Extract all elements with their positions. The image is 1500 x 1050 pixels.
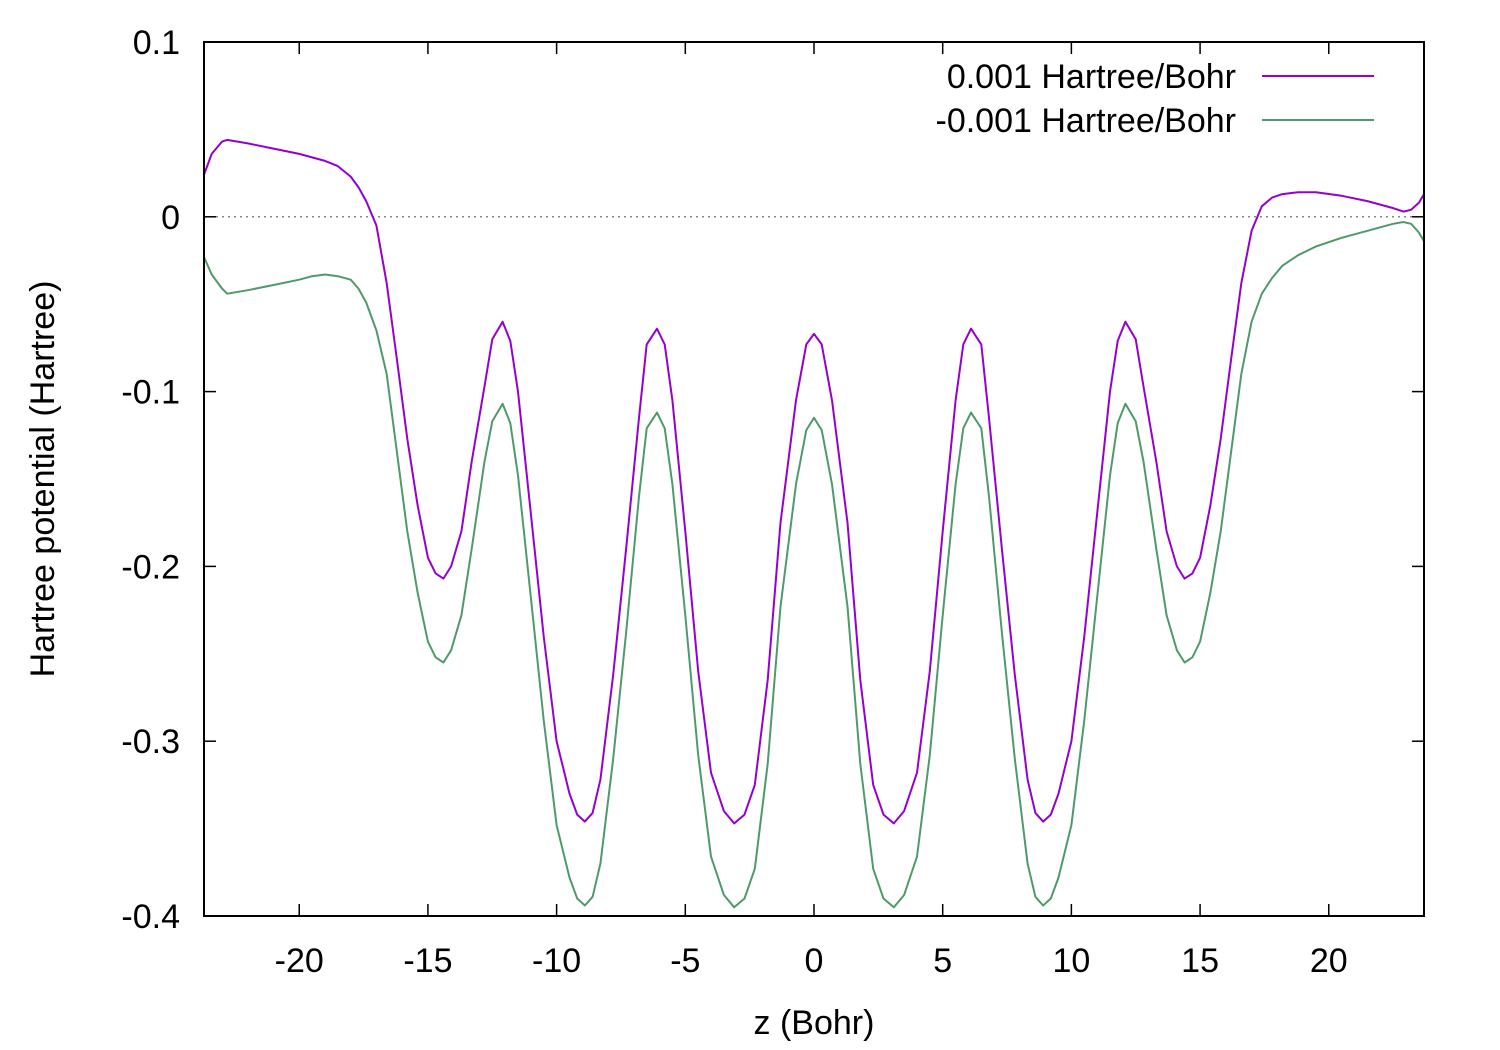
legend: 0.001 Hartree/Bohr -0.001 Hartree/Bohr: [936, 58, 1374, 140]
ticks-layer: [204, 41, 1424, 917]
plot-frame: [203, 41, 1425, 917]
y-tick-label: -0.3: [121, 723, 180, 761]
y-tick-label: 0.1: [133, 24, 180, 62]
y-tick-label: 0: [161, 199, 180, 237]
y-tick-label: -0.1: [121, 374, 180, 412]
x-tick-label: 15: [1181, 942, 1219, 980]
x-tick-label: -10: [532, 942, 581, 980]
x-axis-label: z (Bohr): [754, 1004, 875, 1042]
x-tick-label: -20: [275, 942, 324, 980]
x-tick-label: 10: [1052, 942, 1090, 980]
series-line-2: [203, 221, 1425, 909]
series-layer: [203, 138, 1425, 909]
x-tick-label: 0: [805, 942, 824, 980]
y-axis-label: Hartree potential (Hartree): [24, 281, 62, 678]
series-line-1: [203, 138, 1425, 825]
x-tick-label: 20: [1310, 942, 1348, 980]
y-tick-labels: 0.1 0 -0.1 -0.2 -0.3 -0.4: [121, 24, 180, 936]
legend-label-2: -0.001 Hartree/Bohr: [936, 102, 1237, 140]
legend-label-1: 0.001 Hartree/Bohr: [947, 58, 1236, 96]
x-tick-labels: -20 -15 -10 -5 0 5 10 15 20: [275, 942, 1348, 980]
y-tick-label: -0.4: [121, 898, 180, 936]
x-tick-label: -5: [670, 942, 700, 980]
x-tick-label: -15: [403, 942, 452, 980]
x-tick-label: 5: [933, 942, 952, 980]
y-tick-label: -0.2: [121, 548, 180, 586]
